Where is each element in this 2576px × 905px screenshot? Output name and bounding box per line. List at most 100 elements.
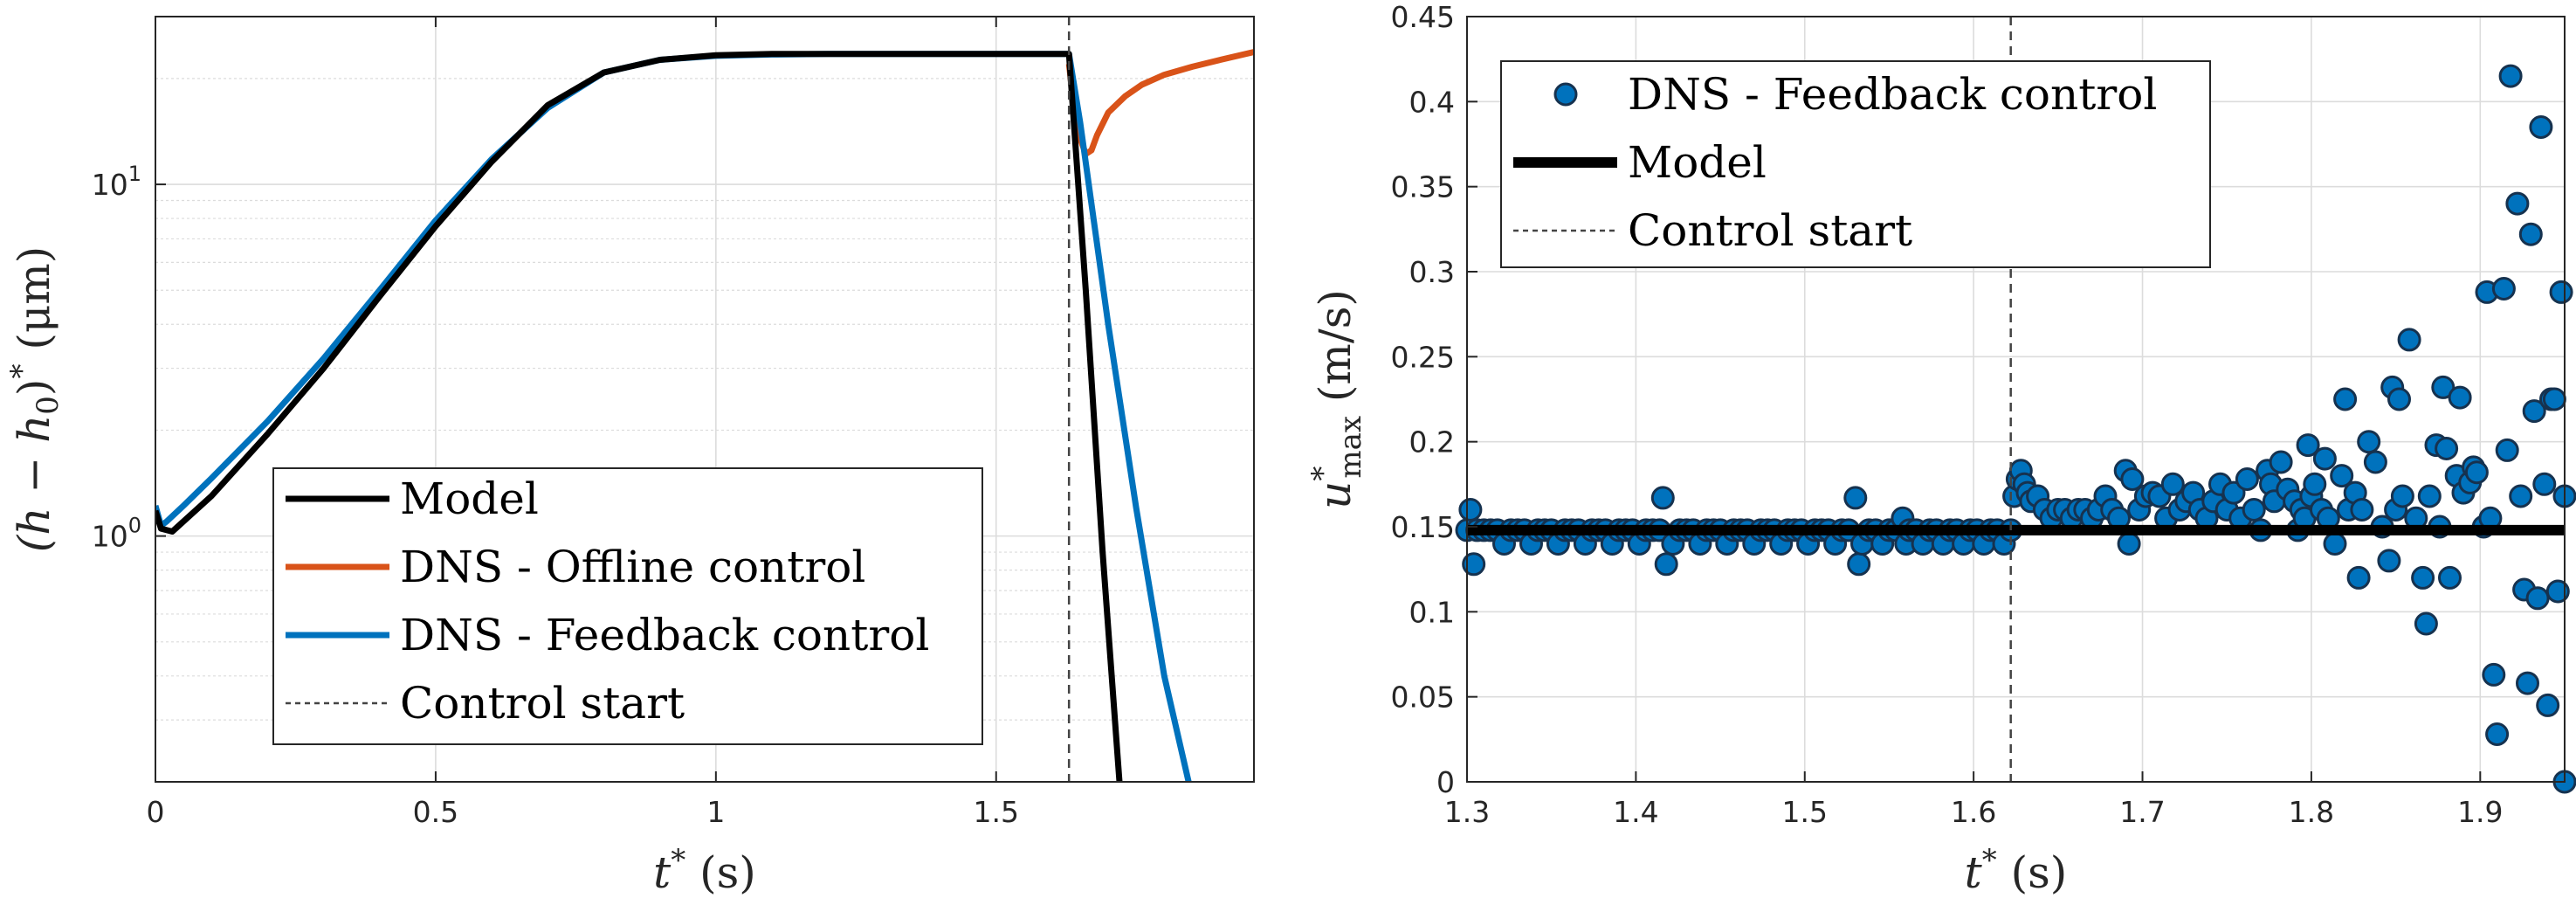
axes-frame [1466, 16, 2566, 783]
y-axis-label: (h − h0)* (μm) [4, 246, 65, 553]
data-point [2417, 484, 2442, 508]
tick-exponent: 1 [128, 162, 141, 186]
tick-base: 10 [92, 520, 128, 554]
data-point [2414, 611, 2438, 636]
data-point [2269, 450, 2293, 474]
legend-label-model: Model [1628, 137, 1767, 188]
legend-box [1500, 60, 2211, 268]
data-point [2296, 433, 2320, 458]
x-tick-label: 1.8 [2289, 795, 2334, 829]
data-point [2333, 387, 2358, 411]
data-point [2350, 498, 2374, 522]
label-mid: ) [9, 379, 59, 397]
legend-box [272, 467, 983, 745]
legend: DNS - Feedback control Model Control start [1500, 60, 2211, 268]
data-point [2485, 722, 2510, 746]
label-sup: * [1982, 843, 1997, 878]
data-point [2411, 565, 2435, 590]
data-point [2438, 565, 2462, 590]
data-point [1847, 552, 1871, 577]
data-point [2529, 115, 2553, 139]
series-line-model [155, 51, 1123, 782]
y-tick-label: 0.2 [1409, 425, 1455, 459]
data-point [1458, 498, 1483, 522]
series-group [155, 49, 1254, 782]
y-tick-label: 0.1 [1409, 595, 1455, 629]
label-unit: (m/s) [1310, 289, 1360, 416]
legend-label-control-start: Control start [400, 678, 685, 729]
data-point [2397, 328, 2421, 352]
data-point [2482, 662, 2506, 687]
y-tick-label: 0.05 [1391, 680, 1455, 715]
label-pre: (h − h [9, 415, 59, 553]
data-point [2431, 375, 2455, 399]
data-point [2363, 450, 2387, 474]
data-point [2323, 532, 2347, 556]
legend-label-control-start: Control start [1628, 205, 1912, 256]
label-sub: max [1333, 416, 1368, 479]
data-point [2435, 437, 2459, 460]
legend: Model DNS - Offline control DNS - Feedback… [272, 467, 983, 745]
data-point [1843, 486, 1868, 510]
data-point [2303, 472, 2327, 496]
data-point [2387, 387, 2411, 411]
data-point [2117, 532, 2141, 556]
y-tick-label: 0.45 [1391, 0, 1455, 34]
label-sup: * [1305, 466, 1340, 481]
x-tick-label: 1.5 [1782, 795, 1828, 829]
tick-base: 10 [92, 168, 128, 202]
data-point [1650, 486, 1675, 510]
y-tick-label: 0.35 [1391, 170, 1455, 204]
data-point [2377, 549, 2401, 573]
label-sup: * [671, 843, 685, 878]
data-point [1462, 552, 1486, 577]
x-tick-label: 1.6 [1951, 795, 1996, 829]
label-var: u [1310, 481, 1360, 509]
legend-swatch-dns-feedback-control [1553, 82, 1578, 107]
data-point [2522, 399, 2546, 424]
tick-exponent: 0 [128, 514, 141, 538]
label-unit: (μm) [9, 246, 59, 364]
data-point [2505, 191, 2530, 216]
x-tick-label: 0.5 [413, 795, 458, 829]
label-sub: 0 [31, 396, 65, 415]
x-tick-label: 1.7 [2119, 795, 2165, 829]
x-tick-label: 1 [706, 795, 725, 829]
axes-frame [155, 16, 1255, 783]
data-point [2525, 586, 2550, 611]
x-tick-label: 1.9 [2457, 795, 2503, 829]
data-point [2509, 484, 2533, 508]
data-point [2330, 464, 2354, 488]
legend-label-dns-feedback-control: DNS - Feedback control [400, 610, 929, 660]
data-point [2491, 277, 2516, 301]
y-tick-label: 0 [1436, 765, 1455, 799]
x-tick-label: 1.5 [974, 795, 1019, 829]
data-point [2542, 387, 2566, 411]
data-point [2312, 446, 2337, 471]
y-tick-label: 100 [92, 514, 141, 554]
data-point [2518, 222, 2543, 246]
x-axis-label: t* (s) [1965, 843, 2068, 898]
x-axis-label: t* (s) [653, 843, 756, 898]
y-tick-label: 0.4 [1409, 85, 1455, 119]
data-point [2545, 579, 2570, 604]
label-unit: (s) [1997, 847, 2068, 898]
label-sup: * [4, 364, 39, 379]
right-panel: 1.3 1.4 1.5 1.6 1.7 1.8 1.9 0 0.05 0.1 0.15 0.2 0.25… [1305, 0, 2576, 898]
legend-label-dns-feedback-control: DNS - Feedback control [1628, 69, 2157, 120]
data-point [2120, 467, 2145, 491]
y-tick-label: 0.3 [1409, 255, 1455, 289]
data-point [2549, 280, 2573, 304]
data-point [2495, 438, 2519, 462]
data-point [2235, 467, 2259, 491]
data-point [2516, 671, 2539, 695]
data-point [2357, 430, 2381, 454]
data-point [2464, 460, 2489, 485]
data-point [2498, 64, 2523, 88]
data-point [2346, 565, 2371, 590]
label-var: t [1965, 847, 1983, 898]
data-point [2536, 693, 2560, 717]
y-tick-label: 0.15 [1391, 510, 1455, 544]
data-point [2532, 472, 2557, 496]
